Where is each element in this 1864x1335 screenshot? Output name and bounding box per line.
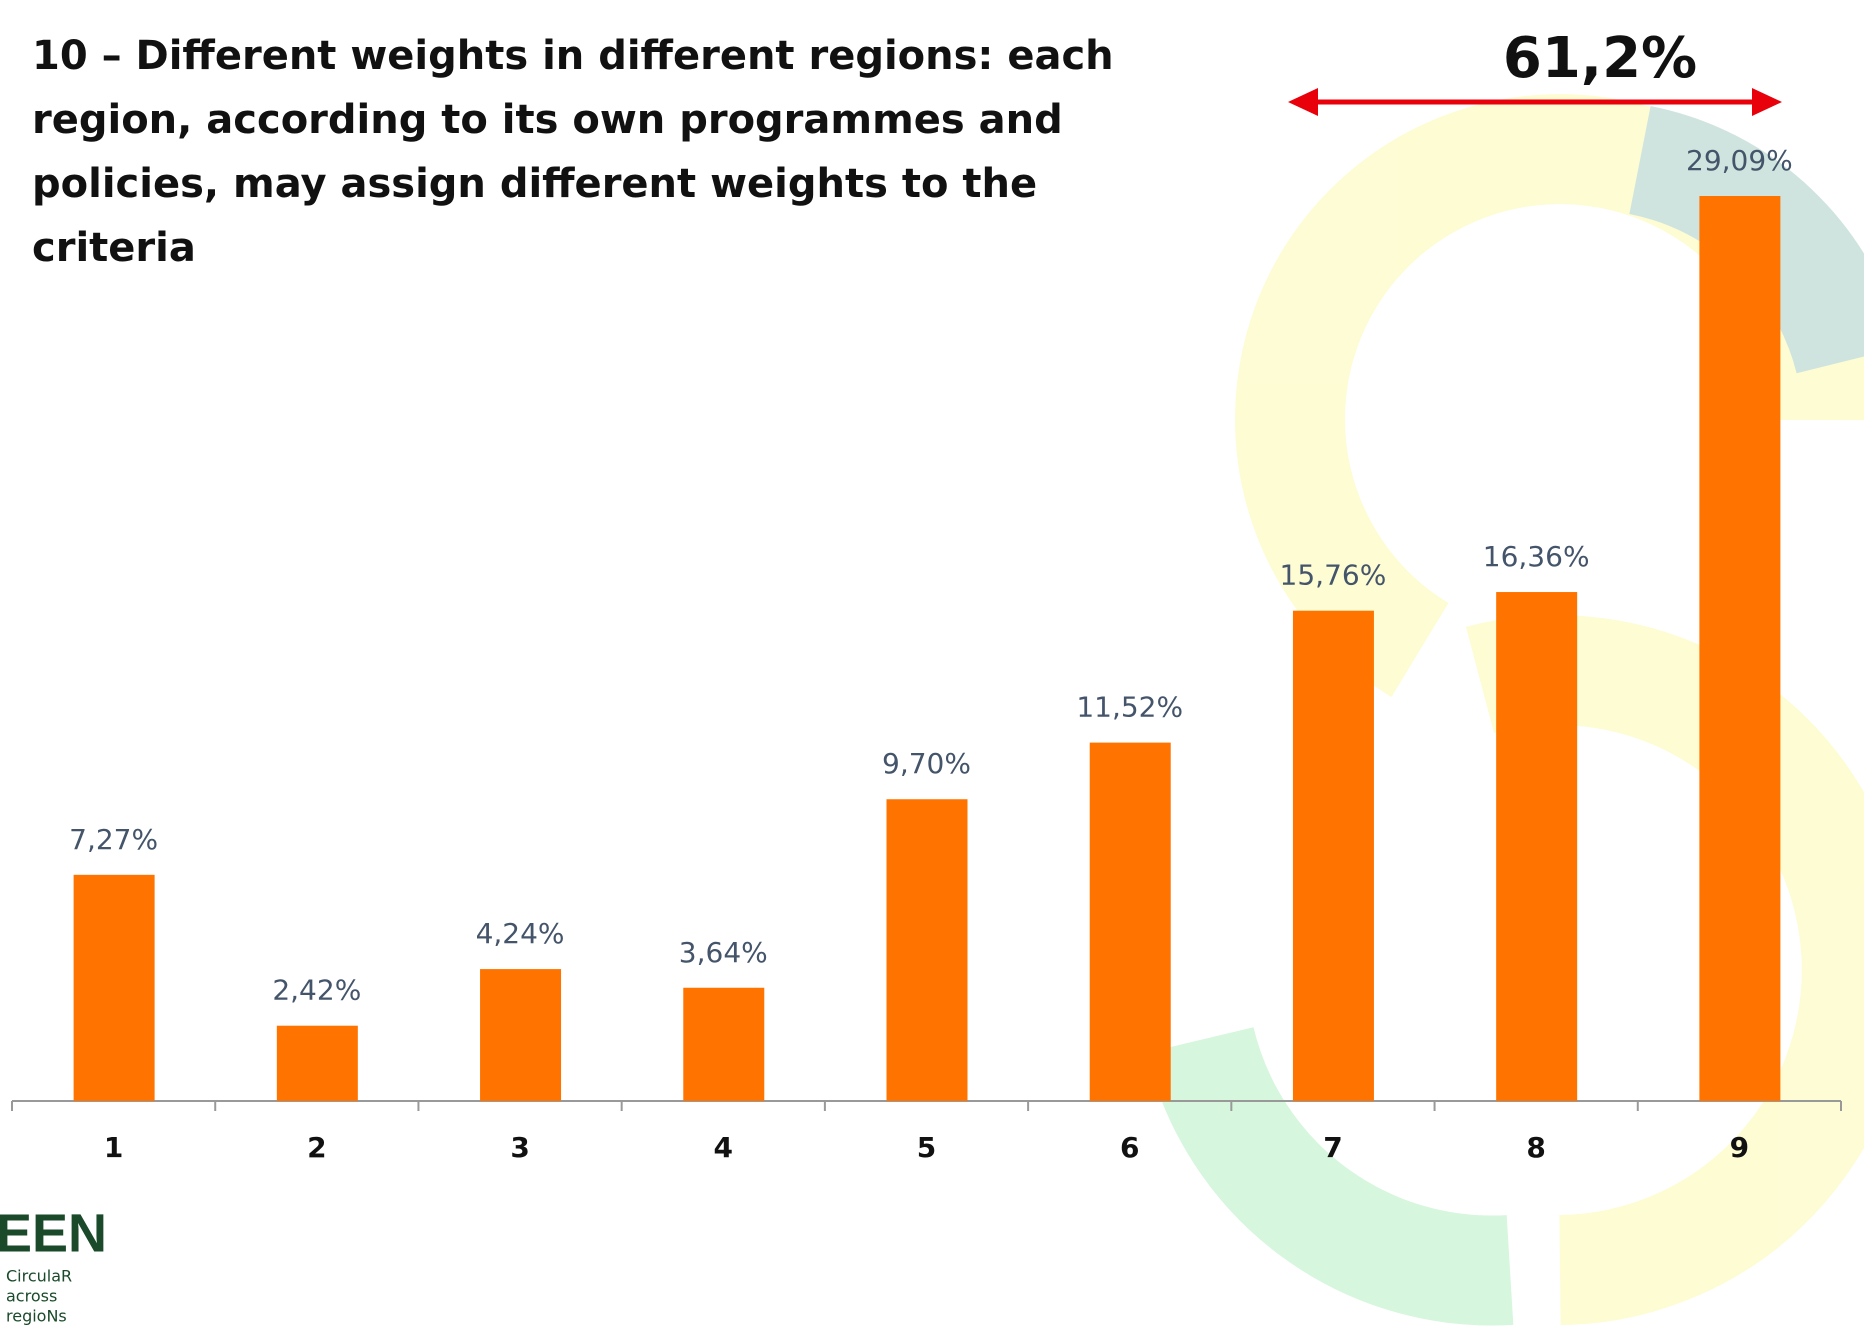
bar <box>73 874 155 1101</box>
annotation-arrow <box>1288 88 1782 116</box>
bar <box>683 987 765 1101</box>
x-tick-label: 5 <box>917 1131 936 1164</box>
logo-line: CirculaR <box>6 1267 72 1286</box>
bar <box>480 969 562 1101</box>
x-tick-label: 9 <box>1730 1131 1749 1164</box>
bar <box>1089 742 1171 1101</box>
value-label: 4,24% <box>476 917 565 950</box>
x-tick-label: 7 <box>1323 1131 1342 1164</box>
bar <box>276 1025 358 1101</box>
x-tick-label: 3 <box>510 1131 529 1164</box>
value-label: 11,52% <box>1076 691 1183 724</box>
chart-title: 10 – Different weights in different regi… <box>32 33 1114 271</box>
bar <box>1496 592 1578 1101</box>
value-label: 9,70% <box>882 747 971 780</box>
deco-arc <box>1146 1026 1514 1326</box>
logo-name: EEN <box>0 1203 107 1263</box>
bar <box>1699 196 1781 1101</box>
value-label: 16,36% <box>1483 540 1590 573</box>
logo-line: across <box>6 1287 57 1306</box>
value-label: 2,42% <box>272 974 361 1007</box>
arrow-head <box>1288 88 1318 116</box>
bar <box>1292 610 1374 1101</box>
deco-arc <box>1466 615 1864 1325</box>
x-tick-label: 6 <box>1120 1131 1139 1164</box>
value-label: 3,64% <box>679 936 768 969</box>
logo-line: regioNs <box>6 1307 67 1326</box>
x-tick-label: 2 <box>307 1131 326 1164</box>
arrow-head <box>1752 88 1782 116</box>
value-label: 7,27% <box>69 823 158 856</box>
x-tick-label: 4 <box>714 1131 733 1164</box>
x-tick-label: 1 <box>104 1131 123 1164</box>
x-tick-label: 8 <box>1526 1131 1545 1164</box>
annotation: 61,2% <box>1503 26 1697 91</box>
value-label: 15,76% <box>1280 559 1387 592</box>
bar <box>886 799 968 1101</box>
value-label: 29,09% <box>1686 144 1793 177</box>
